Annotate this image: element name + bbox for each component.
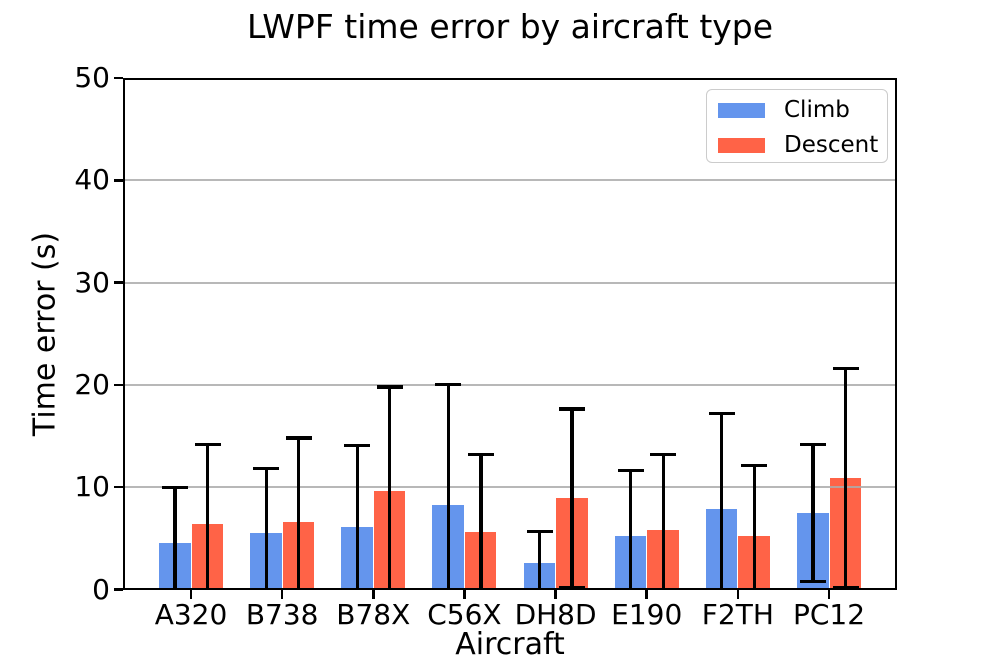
errorbar-descent-b738-line: [297, 438, 301, 590]
errorbar-climb-a320-cap-top: [162, 485, 188, 489]
gridline-y40: [123, 179, 897, 182]
x-tick-label-b78x: B78X: [336, 598, 411, 631]
y-tick-label-20: 20: [74, 367, 110, 401]
errorbar-descent-c56x-line: [479, 454, 483, 590]
y-tick-label-0: 0: [92, 572, 110, 606]
errorbar-climb-c56x-line: [446, 384, 451, 590]
errorbar-climb-c56x-cap-top: [435, 383, 462, 387]
gridline-y10: [123, 486, 897, 489]
legend: Climb Descent: [706, 89, 888, 163]
legend-label-descent: Descent: [784, 132, 879, 158]
errorbar-climb-b78x-line: [355, 445, 359, 590]
errorbar-climb-e190-line: [629, 470, 633, 590]
x-axis-label: Aircraft: [455, 627, 565, 662]
errorbar-climb-f2th-line: [720, 413, 724, 590]
y-tick-mark-40: [114, 179, 123, 182]
x-tick-label-b738: B738: [245, 598, 319, 631]
errorbar-descent-dh8d-cap-bottom: [559, 586, 586, 590]
errorbar-descent-a320-line: [205, 444, 210, 590]
errorbar-climb-pc12-line: [811, 444, 815, 582]
errorbar-climb-f2th-cap-top: [708, 411, 735, 416]
x-tick-mark-e190: [645, 589, 648, 599]
errorbar-climb-e190-cap-top: [617, 469, 644, 473]
errorbar-climb-pc12-cap-top: [800, 442, 826, 446]
x-tick-label-pc12: PC12: [792, 598, 866, 631]
legend-label-climb: Climb: [784, 97, 850, 123]
errorbar-descent-b78x-cap-top: [376, 385, 403, 389]
x-tick-label-f2th: F2TH: [701, 598, 774, 631]
errorbar-descent-f2th-line: [752, 465, 756, 590]
y-tick-mark-0: [114, 588, 123, 591]
y-tick-mark-30: [114, 281, 123, 284]
x-tick-mark-pc12: [827, 589, 831, 599]
y-axis-label: Time error (s): [27, 231, 63, 437]
legend-entry-descent: Descent: [718, 129, 887, 161]
errorbar-descent-f2th-cap-top: [741, 464, 768, 468]
errorbar-descent-a320-cap-top: [194, 442, 221, 446]
errorbar-climb-b738-cap-top: [253, 467, 280, 471]
errorbar-descent-e190-line: [661, 454, 665, 590]
errorbar-descent-pc12-cap-top: [832, 366, 859, 371]
y-tick-label-40: 40: [74, 163, 110, 197]
errorbar-climb-dh8d-line: [537, 531, 542, 590]
x-tick-mark-a320: [189, 589, 193, 599]
errorbar-descent-dh8d-line: [570, 408, 574, 588]
x-tick-mark-f2th: [736, 589, 740, 599]
x-tick-mark-dh8d: [554, 589, 557, 599]
errorbar-descent-pc12-line: [843, 368, 848, 588]
errorbar-climb-pc12-cap-bottom: [800, 579, 826, 583]
errorbar-climb-a320-line: [173, 487, 177, 590]
plot-area: [123, 78, 897, 590]
y-tick-label-10: 10: [74, 470, 110, 504]
x-tick-label-a320: A320: [154, 598, 228, 631]
errorbar-descent-c56x-cap-top: [467, 452, 494, 457]
gridline-y20: [123, 383, 897, 386]
x-tick-mark-b78x: [372, 589, 375, 599]
errorbar-descent-b738-cap-top: [285, 436, 312, 440]
x-tick-label-e190: E190: [611, 598, 683, 631]
legend-swatch-descent: [718, 137, 765, 153]
legend-swatch-climb: [718, 102, 765, 118]
legend-entry-climb: Climb: [718, 94, 887, 126]
x-tick-mark-b738: [280, 589, 284, 599]
errorbar-climb-b738-line: [264, 468, 268, 590]
errorbar-descent-pc12-cap-bottom: [832, 585, 859, 590]
errorbar-climb-b78x-cap-top: [344, 443, 371, 447]
x-tick-mark-c56x: [463, 589, 466, 599]
gridline-y30: [123, 281, 897, 284]
errorbar-descent-b78x-line: [388, 386, 392, 590]
y-tick-mark-20: [114, 383, 123, 387]
errorbar-descent-dh8d-cap-top: [559, 407, 586, 411]
errorbar-descent-e190-cap-top: [650, 452, 677, 457]
x-tick-label-dh8d: DH8D: [514, 598, 597, 631]
errorbar-climb-dh8d-cap-top: [526, 529, 553, 533]
y-tick-label-30: 30: [74, 265, 110, 299]
chart-title: LWPF time error by aircraft type: [246, 7, 774, 46]
y-tick-label-50: 50: [74, 61, 110, 94]
y-tick-mark-50: [114, 76, 123, 80]
x-tick-label-c56x: C56X: [427, 598, 502, 631]
y-tick-mark-10: [114, 485, 123, 489]
